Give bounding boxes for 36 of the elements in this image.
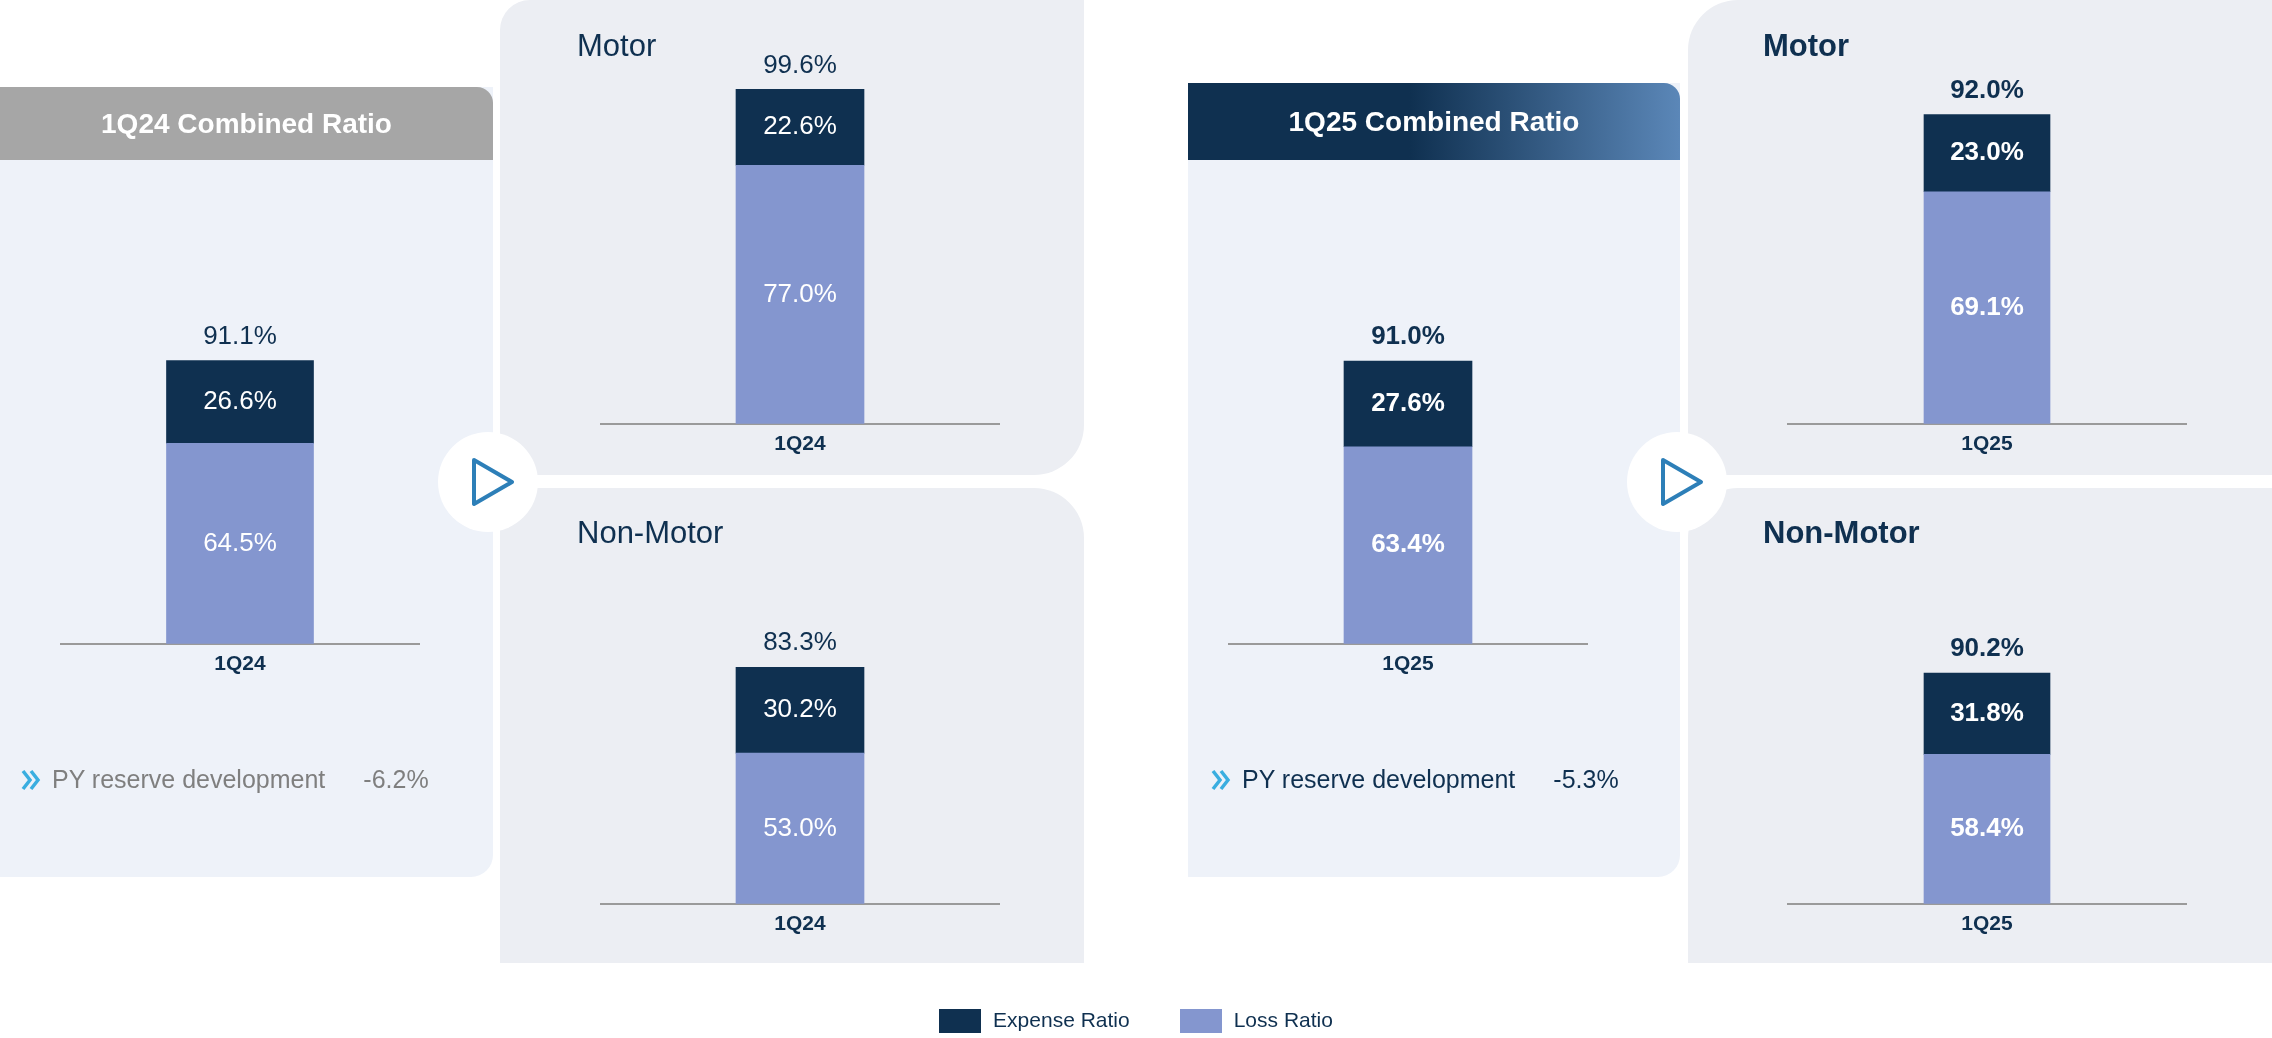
x-tick-label: 1Q25 [1961,911,2014,935]
total-label: 90.2% [1950,632,2024,663]
x-tick-label: 1Q25 [1382,651,1435,675]
data-label: 30.2% [763,693,837,724]
chart-title: Non-Motor [1763,515,1920,551]
x-tick-label: 1Q24 [774,431,827,455]
data-label: 23.0% [1950,136,2024,167]
x-tick-label: 1Q25 [1961,431,2014,455]
data-label: 31.8% [1950,696,2024,727]
chart-title: Motor [577,28,657,64]
legend-label: Loss Ratio [1232,1008,1333,1033]
x-tick-label: 1Q24 [774,911,827,935]
text: -6.2% [363,765,429,794]
total-label: 91.1% [203,319,277,350]
text: -5.3% [1553,765,1619,794]
x-tick-label: 1Q24 [214,651,267,675]
total-label: 99.6% [763,48,837,79]
chart-title: 1Q25 Combined Ratio [1188,83,1680,160]
data-label: 26.6% [203,385,277,416]
text: PY reserve development [1242,765,1516,794]
total-label: 91.0% [1371,320,1445,351]
data-label: 22.6% [763,110,837,141]
data-label: 58.4% [1950,812,2024,843]
total-label: 83.3% [763,626,837,657]
data-label: 64.5% [203,526,277,557]
legend-label: Expense Ratio [992,1008,1130,1033]
data-label: 69.1% [1950,290,2024,321]
data-label: 53.0% [763,811,837,842]
chart-title: Motor [1763,28,1850,64]
total-label: 92.0% [1950,73,2024,104]
data-label: 63.4% [1371,528,1445,559]
chart-title: Non-Motor [577,515,724,551]
data-label: 27.6% [1371,387,1445,418]
chart-title: 1Q24 Combined Ratio [0,87,493,160]
text: PY reserve development [52,765,326,794]
data-label: 77.0% [763,277,837,308]
